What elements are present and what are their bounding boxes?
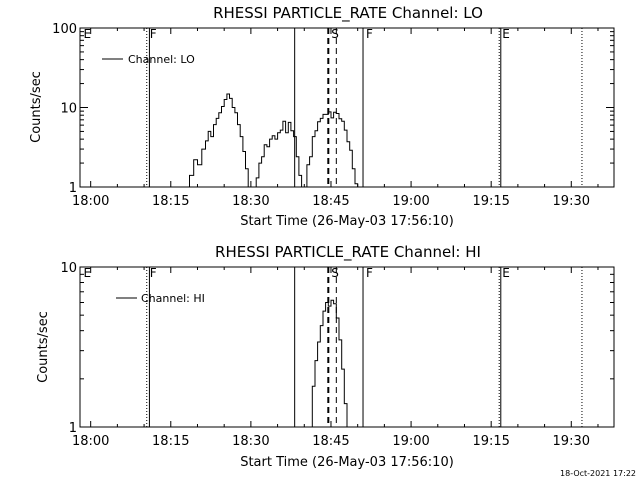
x-tick-label: 19:15 <box>472 434 509 449</box>
y-axis-label: Counts/sec <box>36 311 51 383</box>
legend: Channel: LO <box>102 53 195 66</box>
legend-label: Channel: LO <box>128 53 195 66</box>
x-tick-label: 18:30 <box>232 434 269 449</box>
event-marker-label: F <box>366 27 373 41</box>
x-tick-label: 19:15 <box>472 194 509 209</box>
legend: Channel: HI <box>116 292 205 305</box>
x-tick-label: 19:00 <box>392 434 429 449</box>
y-tick-label: 10 <box>60 261 77 276</box>
x-tick-label: 18:45 <box>312 434 349 449</box>
x-tick-label: 18:15 <box>152 194 189 209</box>
chart-panel-lo: RHESSI PARTICLE_RATE Channel: LO E F S F E 1… <box>29 4 615 229</box>
x-axis-label: Start Time (26-May-03 17:56:10) <box>240 214 454 229</box>
x-tick-label: 19:30 <box>553 434 590 449</box>
event-marker-label: S <box>331 27 339 41</box>
series-line <box>309 299 348 428</box>
event-marker-label: E <box>502 266 510 280</box>
event-marker-label: F <box>150 266 157 280</box>
event-marker-label: E <box>502 27 510 41</box>
y-tick-label: 10 <box>60 102 77 117</box>
x-tick-label: 18:30 <box>232 194 269 209</box>
legend-label: Channel: HI <box>141 292 205 305</box>
event-marker-label: F <box>150 27 157 41</box>
x-tick-label: 18:00 <box>72 194 109 209</box>
y-tick-label: 1 <box>69 421 77 436</box>
y-axis-label: Counts/sec <box>29 71 44 143</box>
series-line <box>184 93 359 188</box>
chart-title: RHESSI PARTICLE_RATE Channel: LO <box>213 4 483 23</box>
event-marker-label: E <box>84 266 92 280</box>
x-tick-label: 19:00 <box>392 194 429 209</box>
chart-title: RHESSI PARTICLE_RATE Channel: HI <box>215 243 481 262</box>
x-tick-label: 18:15 <box>152 434 189 449</box>
x-tick-label: 19:30 <box>553 194 590 209</box>
x-axis-label: Start Time (26-May-03 17:56:10) <box>240 455 454 470</box>
event-marker-label: E <box>84 27 92 41</box>
plot-frame <box>79 266 615 428</box>
event-marker-label: S <box>331 266 339 280</box>
x-tick-label: 18:00 <box>72 434 109 449</box>
y-tick-label: 100 <box>52 22 77 37</box>
event-marker-label: F <box>366 266 373 280</box>
y-tick-label: 1 <box>69 181 77 196</box>
x-tick-label: 18:45 <box>312 194 349 209</box>
chart-panel-hi: RHESSI PARTICLE_RATE Channel: HI E F S F E 1… <box>36 243 615 470</box>
timestamp: 18-Oct-2021 17:22 <box>560 469 636 478</box>
